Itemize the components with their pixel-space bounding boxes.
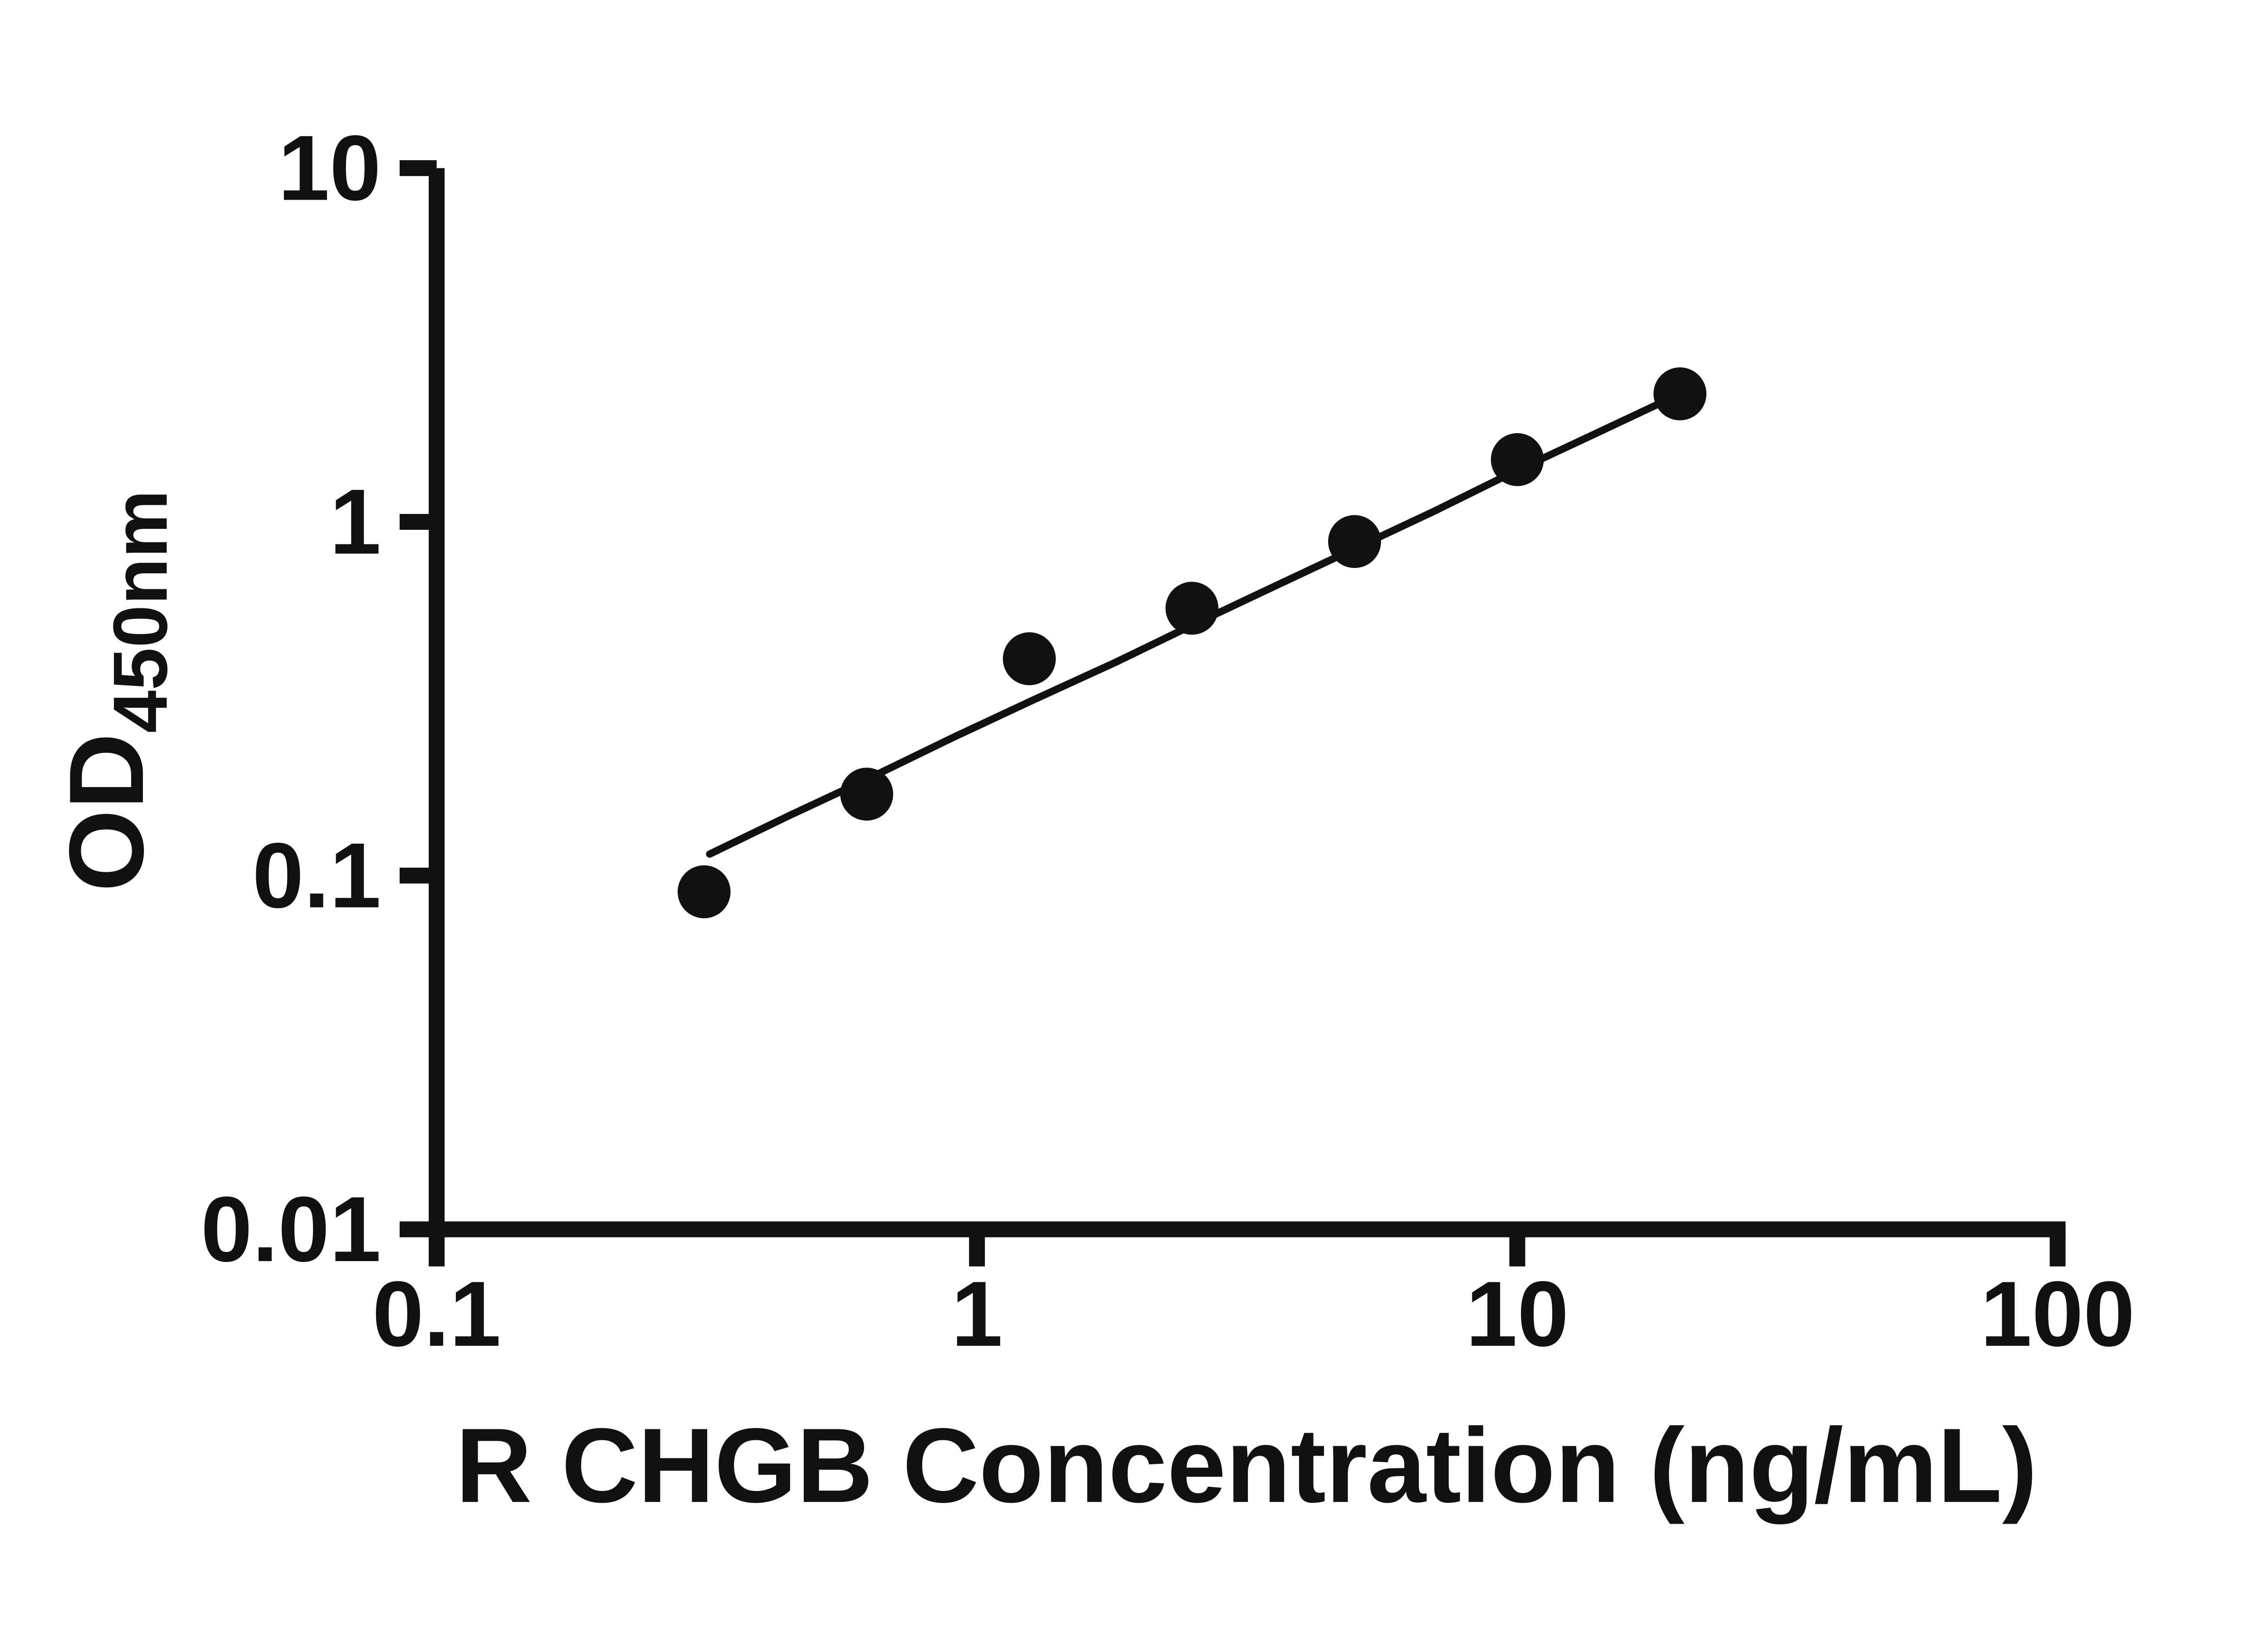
x-tick-label: 1: [951, 1262, 1003, 1366]
x-axis-title: R CHGB Concentration (ng/mL): [455, 1407, 2037, 1525]
y-tick-label: 10: [278, 117, 381, 220]
data-point: [677, 865, 731, 919]
data-points-group: [677, 367, 1706, 919]
axis-lines: [429, 168, 2066, 1237]
y-axis-title: OD450nm: [48, 490, 183, 892]
data-point: [1328, 515, 1381, 568]
x-tick-label: 10: [1466, 1262, 1569, 1366]
y-tick-label: 1: [330, 470, 381, 573]
y-axis-title-main: OD: [48, 733, 166, 892]
data-point: [1002, 632, 1056, 685]
data-point: [1165, 582, 1219, 635]
y-tick-label: 0.1: [252, 824, 381, 927]
y-axis-title-sub: 450nm: [98, 490, 183, 733]
data-point: [840, 768, 894, 821]
y-tick-label: 0.01: [201, 1178, 381, 1281]
axis-ticks: [399, 160, 2066, 1266]
x-tick-label: 0.1: [372, 1262, 501, 1366]
x-tick-label: 100: [1980, 1262, 2135, 1366]
data-point: [1653, 367, 1706, 420]
data-point: [1491, 433, 1544, 486]
